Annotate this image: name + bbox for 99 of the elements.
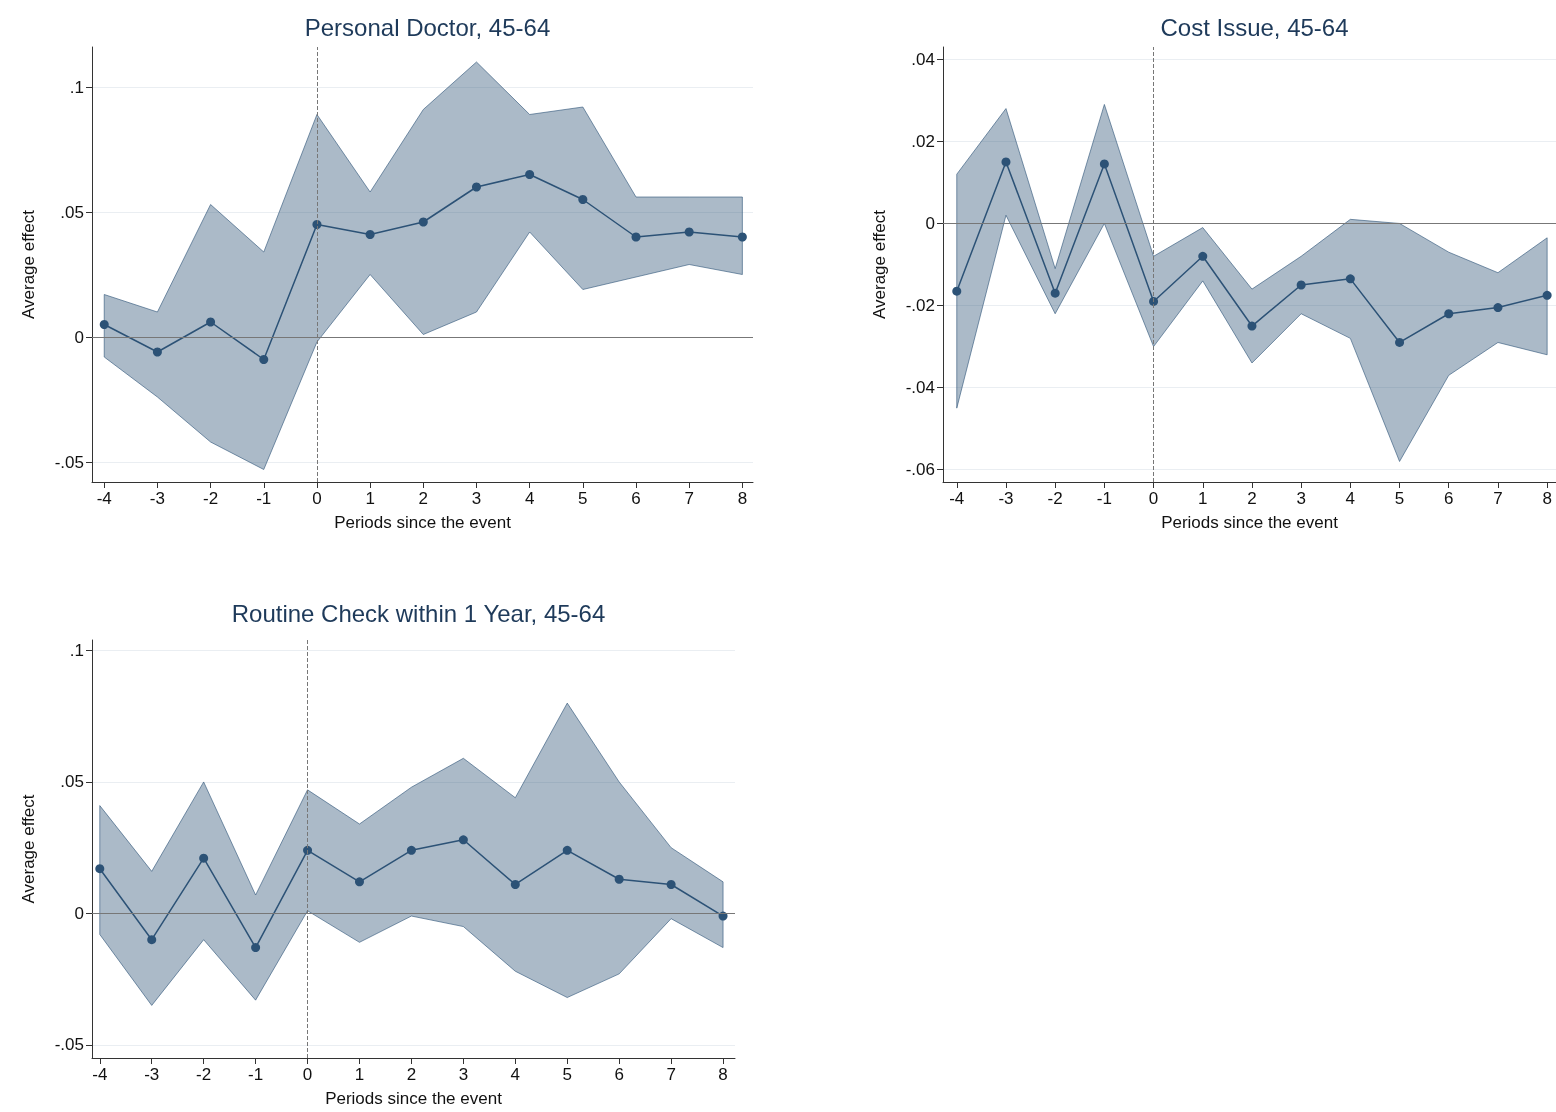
x-tick-label: 6 bbox=[1444, 489, 1454, 508]
point bbox=[458, 835, 468, 845]
x-tick-label: 1 bbox=[365, 489, 375, 508]
x-tick-label: 3 bbox=[1296, 489, 1306, 508]
chart-title: Personal Doctor, 45-64 bbox=[304, 13, 551, 41]
point bbox=[303, 845, 313, 855]
point bbox=[199, 853, 209, 863]
x-tick-label: 4 bbox=[510, 1065, 521, 1084]
y-tick-label: .02 bbox=[911, 131, 935, 151]
point bbox=[259, 355, 269, 364]
y-tick-label: 0 bbox=[74, 903, 84, 923]
x-tick-label: -1 bbox=[256, 489, 272, 508]
point bbox=[1050, 288, 1060, 298]
chart-title: Cost Issue, 45-64 bbox=[1160, 13, 1349, 41]
y-tick-label: -.06 bbox=[905, 460, 935, 480]
x-tick-label: 8 bbox=[737, 489, 748, 508]
x-tick-label: -1 bbox=[248, 1065, 264, 1084]
x-tick-label: -2 bbox=[203, 489, 219, 508]
point bbox=[510, 879, 520, 889]
y-tick-label: -.04 bbox=[905, 378, 935, 398]
point bbox=[1542, 290, 1552, 300]
point bbox=[365, 230, 375, 239]
point bbox=[147, 935, 157, 945]
point bbox=[251, 943, 261, 953]
y-tick-label: 0 bbox=[925, 213, 935, 233]
point bbox=[614, 874, 624, 884]
x-tick-label: 7 bbox=[666, 1065, 676, 1084]
x-tick-label: 5 bbox=[1394, 489, 1405, 508]
point bbox=[1247, 321, 1257, 331]
x-axis-title: Periods since the event bbox=[325, 1089, 503, 1108]
x-axis-title: Periods since the event bbox=[334, 513, 512, 532]
y-tick-label: .1 bbox=[69, 77, 84, 97]
point bbox=[737, 232, 747, 242]
x-tick-label: -2 bbox=[196, 1065, 212, 1084]
point bbox=[1395, 337, 1405, 347]
point bbox=[631, 232, 641, 242]
point bbox=[1149, 296, 1159, 306]
point bbox=[95, 864, 105, 874]
x-tick-label: 1 bbox=[1198, 489, 1208, 508]
point bbox=[1296, 280, 1306, 290]
x-tick-label: -3 bbox=[144, 1065, 160, 1084]
x-tick-label: 4 bbox=[524, 489, 535, 508]
x-tick-label: -3 bbox=[149, 489, 165, 508]
x-axis-title: Periods since the event bbox=[1161, 513, 1339, 532]
point bbox=[1444, 309, 1454, 319]
x-tick-label: 6 bbox=[614, 1065, 624, 1084]
point bbox=[1493, 303, 1503, 313]
x-tick-label: 4 bbox=[1345, 489, 1356, 508]
point bbox=[354, 877, 364, 887]
point bbox=[666, 879, 676, 889]
x-tick-label: 2 bbox=[406, 1065, 417, 1084]
y-axis-title: Average effect bbox=[19, 209, 38, 320]
point bbox=[1001, 157, 1011, 167]
y-tick-label: 0 bbox=[74, 327, 84, 347]
y-tick-label: .05 bbox=[60, 772, 84, 792]
x-tick-label: 0 bbox=[312, 489, 322, 508]
point bbox=[418, 217, 428, 227]
y-tick-label: -.05 bbox=[54, 452, 84, 472]
y-axis-title: Average effect bbox=[870, 209, 889, 320]
y-tick-label: .05 bbox=[60, 202, 84, 222]
x-tick-label: 0 bbox=[1148, 489, 1159, 508]
point bbox=[152, 347, 162, 357]
point bbox=[952, 286, 962, 296]
x-tick-label: 5 bbox=[578, 489, 588, 508]
point bbox=[99, 320, 109, 329]
point bbox=[1198, 251, 1208, 261]
point bbox=[1099, 159, 1109, 169]
point bbox=[562, 845, 572, 855]
x-tick-label: -4 bbox=[96, 489, 112, 508]
y-tick-label: -.02 bbox=[905, 296, 935, 316]
x-tick-label: 6 bbox=[631, 489, 641, 508]
x-tick-label: -1 bbox=[1096, 489, 1112, 508]
x-tick-label: -4 bbox=[949, 489, 965, 508]
point bbox=[1345, 274, 1355, 284]
point bbox=[684, 227, 694, 237]
x-tick-label: -3 bbox=[998, 489, 1014, 508]
x-tick-label: 3 bbox=[458, 1065, 469, 1084]
point bbox=[578, 195, 588, 204]
point bbox=[471, 182, 481, 192]
x-tick-label: -4 bbox=[92, 1065, 108, 1084]
x-tick-label: 2 bbox=[418, 489, 429, 508]
point bbox=[525, 170, 535, 179]
y-tick-label: .04 bbox=[911, 49, 935, 69]
point bbox=[206, 317, 216, 327]
x-tick-label: -2 bbox=[1047, 489, 1063, 508]
x-tick-label: 8 bbox=[1542, 489, 1552, 508]
y-tick-label: .1 bbox=[69, 641, 84, 661]
x-tick-label: 5 bbox=[562, 1065, 572, 1084]
chart-title: Routine Check within 1 Year, 45-64 bbox=[231, 599, 606, 627]
x-tick-label: 3 bbox=[471, 489, 482, 508]
x-tick-label: 7 bbox=[684, 489, 694, 508]
x-tick-label: 8 bbox=[718, 1065, 728, 1084]
x-tick-label: 7 bbox=[1493, 489, 1503, 508]
x-tick-label: 0 bbox=[302, 1065, 313, 1084]
y-axis-title: Average effect bbox=[19, 794, 38, 904]
point bbox=[406, 845, 416, 855]
x-tick-label: 2 bbox=[1247, 489, 1257, 508]
x-tick-label: 1 bbox=[354, 1065, 365, 1084]
y-tick-label: -.05 bbox=[54, 1035, 84, 1055]
